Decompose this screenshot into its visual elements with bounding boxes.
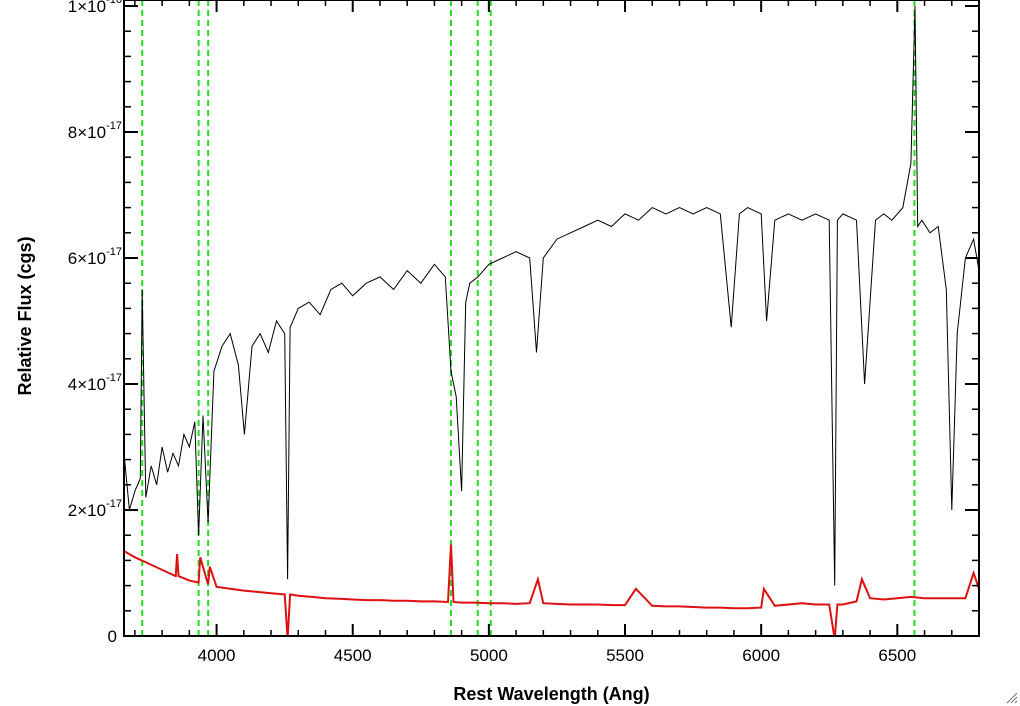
y-tick-label: 1×10-16 (68, 0, 122, 16)
observed-spectrum-line (124, 5, 979, 586)
y-axis-ticks: 0 2×10-17 4×10-17 6×10-17 8×10-17 1×10-16 (68, 0, 979, 646)
y-axis-title: Relative Flux (cgs) (15, 236, 35, 395)
x-tick-label: 5500 (606, 646, 644, 665)
y-tick-label: 4×10-17 (68, 372, 122, 394)
model-spectrum-line (124, 544, 979, 636)
series-layer (124, 5, 979, 636)
x-tick-label: 4000 (198, 646, 236, 665)
y-tick-label: 8×10-17 (68, 120, 122, 142)
y-tick-label: 6×10-17 (68, 246, 122, 268)
x-axis-ticks: 4000 4500 5000 5500 6000 6500 (134, 0, 980, 665)
x-tick-label: 4500 (334, 646, 372, 665)
y-tick-label: 0 (108, 627, 117, 646)
x-tick-label: 6000 (742, 646, 780, 665)
emission-line-markers (141, 0, 916, 636)
x-axis-title: Rest Wavelength (Ang) (453, 684, 649, 704)
x-tick-label: 5000 (470, 646, 508, 665)
plot-frame (123, 0, 980, 637)
y-tick-label: 2×10-17 (68, 498, 122, 520)
resize-grip-icon[interactable] (1004, 690, 1018, 704)
x-tick-label: 6500 (878, 646, 916, 665)
